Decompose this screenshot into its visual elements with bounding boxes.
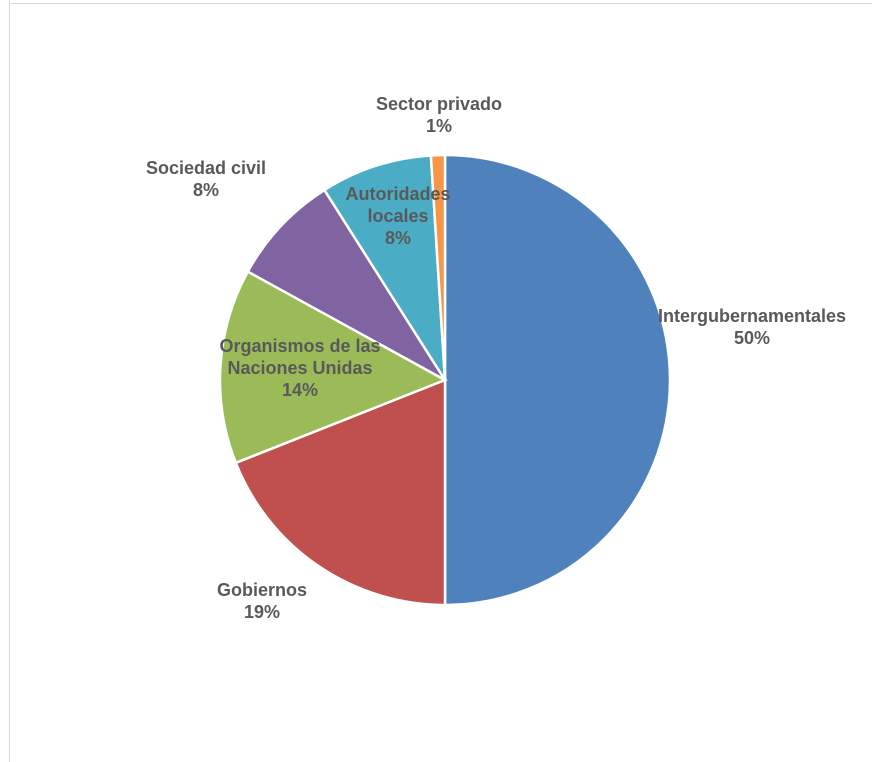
data-label-organismos-de-las-naciones-unidas: Organismos de las Naciones Unidas 14% xyxy=(219,336,380,400)
data-label-sector-privado: Sector privado 1% xyxy=(376,94,502,136)
pie-slice-sociedad-civil xyxy=(246,188,447,382)
data-label-sociedad-civil: Sociedad civil 8% xyxy=(146,158,266,200)
data-label-intergubernamentales: Intergubernamentales 50% xyxy=(658,306,846,348)
pie-slice-organismos-de-las-naciones-unidas xyxy=(218,269,448,465)
pie-slice-sector-privado xyxy=(429,153,447,381)
pie-slice-autoridades-locales xyxy=(322,154,447,381)
data-label-gobiernos: Gobiernos 19% xyxy=(217,580,307,622)
chart-border-top xyxy=(9,3,872,4)
pie-slice-gobiernos xyxy=(234,378,447,607)
chart-border-left xyxy=(9,0,10,762)
pie-slice-intergubernamentales xyxy=(443,153,672,607)
data-label-autoridades-locales: Autoridades locales 8% xyxy=(345,184,450,248)
